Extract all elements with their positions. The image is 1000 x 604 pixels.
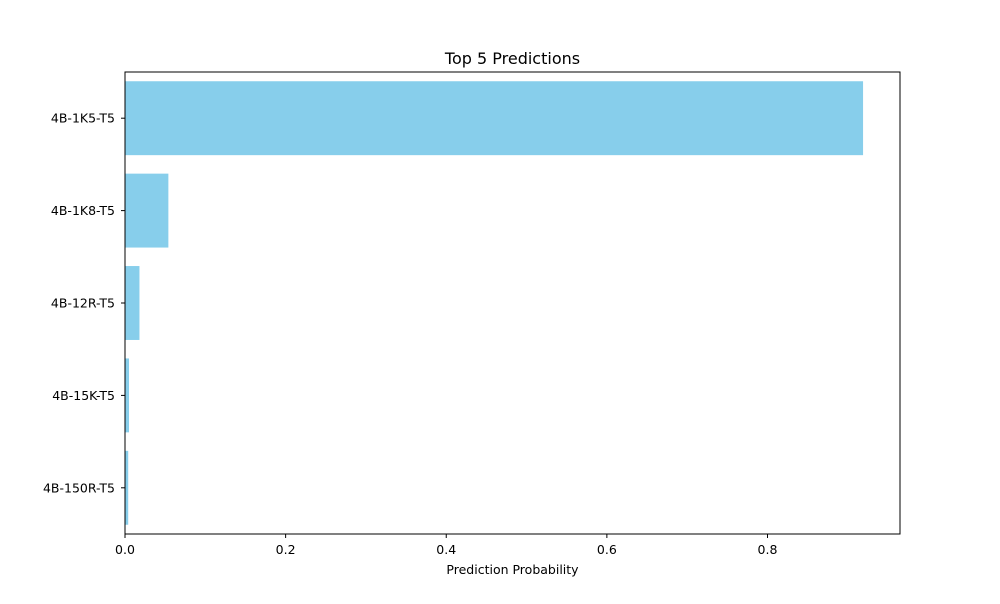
y-tick-label: 4B-12R-T5: [51, 296, 115, 311]
bars-layer: [125, 81, 864, 525]
x-tick-label: 0.6: [597, 542, 617, 557]
bar-4b-15k-t5: [125, 358, 130, 433]
bar-4b-1k5-t5: [125, 81, 864, 156]
plot-frame: [124, 71, 901, 535]
x-tick-label: 0.0: [115, 542, 135, 557]
x-tick-label: 0.2: [276, 542, 296, 557]
bar-4b-150r-t5: [125, 450, 129, 525]
chart-title: Top 5 Predictions: [444, 49, 580, 68]
x-axis-label: Prediction Probability: [446, 562, 579, 577]
bar-4b-1k8-t5: [125, 173, 169, 248]
y-tick-label: 4B-15K-T5: [52, 388, 115, 403]
x-ticks-layer: 0.0 0.2 0.4 0.6 0.8: [115, 534, 777, 557]
y-ticks-layer: 4B-1K5-T5 4B-1K8-T5 4B-12R-T5 4B-15K-T5 4B-1…: [43, 111, 125, 495]
y-tick-label: 4B-1K5-T5: [51, 111, 115, 126]
y-tick-label: 4B-150R-T5: [43, 480, 115, 495]
y-tick-label: 4B-1K8-T5: [51, 203, 115, 218]
x-tick-label: 0.4: [436, 542, 456, 557]
x-tick-label: 0.8: [758, 542, 778, 557]
bar-4b-12r-t5: [125, 266, 140, 340]
